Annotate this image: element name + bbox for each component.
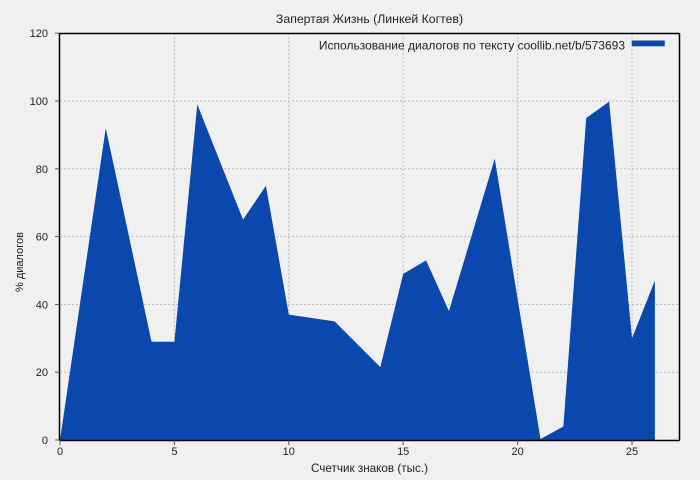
svg-text:100: 100 <box>30 96 48 108</box>
svg-text:Использование диалогов по текс: Использование диалогов по тексту coollib… <box>319 39 625 53</box>
svg-text:20: 20 <box>36 367 48 379</box>
svg-text:0: 0 <box>42 435 48 447</box>
svg-text:0: 0 <box>57 446 63 458</box>
svg-text:60: 60 <box>36 232 48 244</box>
svg-text:120: 120 <box>30 28 48 40</box>
svg-text:20: 20 <box>511 446 523 458</box>
svg-text:5: 5 <box>171 446 177 458</box>
svg-text:10: 10 <box>283 446 295 458</box>
svg-text:40: 40 <box>36 299 48 311</box>
svg-text:15: 15 <box>397 446 409 458</box>
svg-text:25: 25 <box>626 446 638 458</box>
svg-text:80: 80 <box>36 164 48 176</box>
